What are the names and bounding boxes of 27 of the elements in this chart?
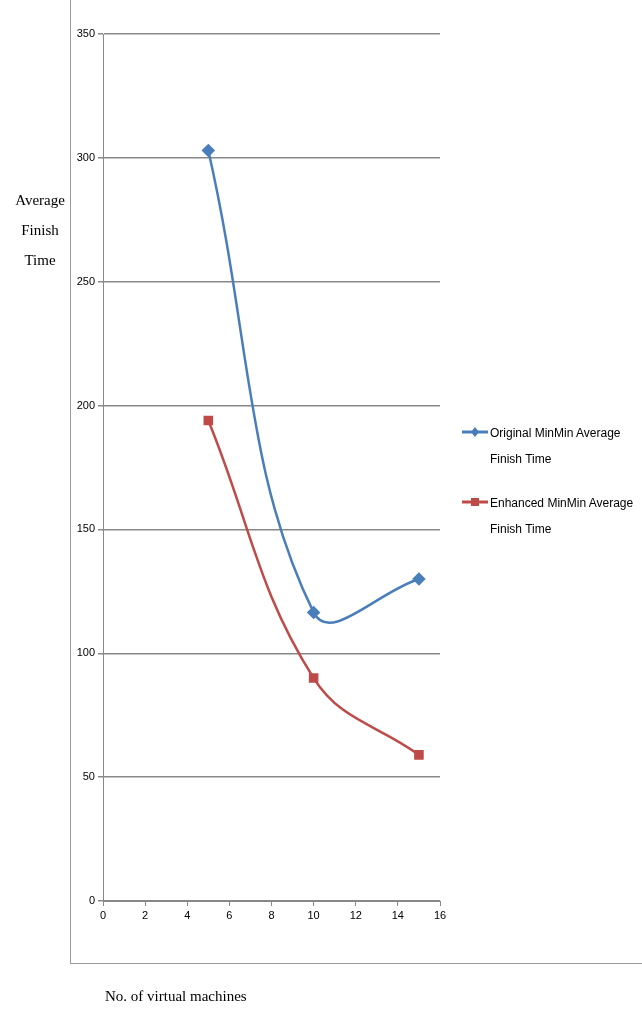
x-tick-label: 8: [268, 908, 275, 921]
x-tick-label: 16: [433, 908, 447, 921]
legend-label: Enhanced MinMin Average Finish Time: [490, 495, 635, 538]
y-tick-label: 50: [82, 770, 95, 783]
x-tick-label: 12: [349, 908, 362, 921]
point: [412, 572, 426, 586]
y-tick-label: 350: [76, 27, 95, 40]
point: [308, 673, 319, 683]
x-axis-title: No. of virtual machines: [105, 988, 247, 1005]
y-tick-label: 250: [76, 274, 95, 287]
y-tick-label: 150: [76, 522, 95, 535]
y-axis-title: Average Finish Time: [14, 191, 66, 270]
x-tick-label: 6: [226, 908, 233, 921]
x-tick-label: 14: [391, 908, 404, 921]
y-tick-label: 100: [76, 646, 95, 659]
y-tick-label: 300: [76, 150, 95, 163]
legend-label: Original MinMin Average Finish Time: [490, 425, 622, 468]
point: [414, 750, 424, 760]
point: [202, 144, 215, 157]
y-tick-label: 200: [76, 398, 95, 411]
point: [203, 415, 214, 426]
x-tick-label: 2: [142, 908, 149, 921]
point: [307, 606, 320, 619]
x-tick-label: 4: [184, 908, 191, 921]
x-tick-label: 10: [307, 908, 320, 921]
x-tick-label: 0: [99, 908, 107, 921]
y-tick-label: 0: [88, 894, 95, 907]
